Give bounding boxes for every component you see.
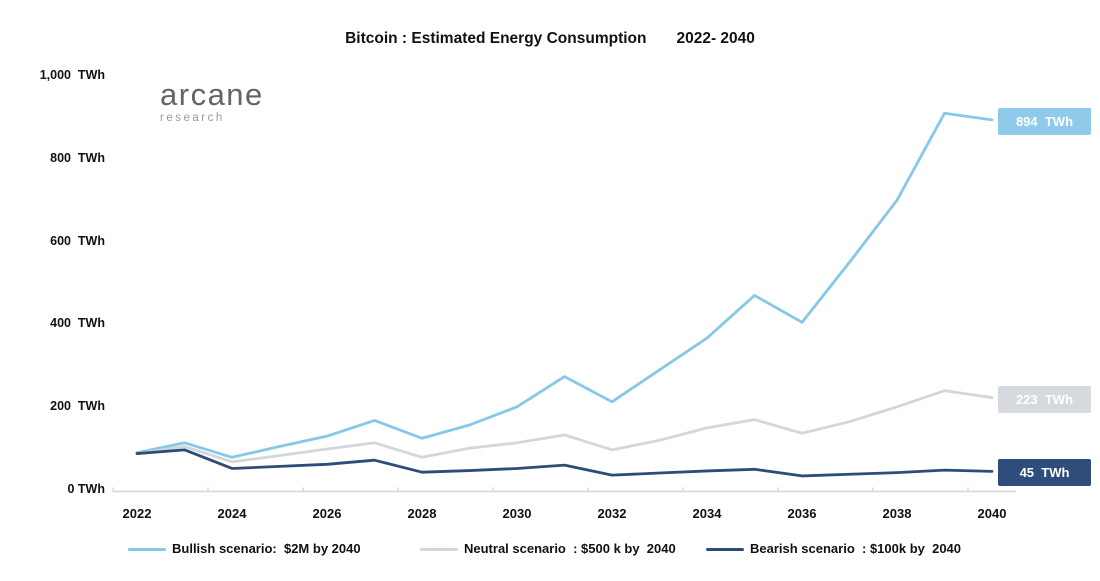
x-tick-label-2022: 2022: [122, 506, 152, 521]
x-tick-label-2026: 2026: [312, 506, 342, 521]
y-tick-label-800: 800 TWh: [50, 150, 105, 165]
y-tick-label-600: 600 TWh: [50, 233, 105, 248]
neutral-end-value-badge: 223 TWh: [998, 385, 1091, 413]
arcane-logo: arcane research: [160, 77, 264, 124]
x-tick-label-2030: 2030: [502, 506, 532, 521]
y-tick-label-200: 200 TWh: [50, 399, 105, 414]
arcane-logo-wordmark: arcane: [160, 77, 264, 112]
bearish-scenario-line: [135, 448, 994, 478]
x-tick-label-2024: 2024: [217, 506, 247, 521]
bullish-scenario-line: [135, 111, 994, 459]
x-axis: 2022 2024 2026 2028 2030 2032 2034 2036 2038 2040: [0, 506, 1100, 526]
chart-title-range: 2022- 2040: [676, 30, 755, 47]
neutral-scenario-line: [135, 389, 994, 464]
y-tick-label-400: 400 TWh: [50, 316, 105, 331]
y-axis: 1,000 TWh 800 TWh 600 TWh 400 TWh 200 TWh 0 T…: [20, 0, 105, 581]
x-tick-label-2034: 2034: [692, 506, 722, 521]
x-tick-label-2038: 2038: [882, 506, 912, 521]
x-tick-label-2040: 2040: [977, 506, 1007, 521]
chart-title: Bitcoin : Estimated Energy Consumption 2…: [0, 30, 1100, 48]
x-tick-label-2028: 2028: [407, 506, 437, 521]
y-tick-label-0: 0 TWh: [67, 482, 106, 496]
bearish-end-value-badge: 45 TWh: [998, 459, 1091, 487]
x-tick-label-2032: 2032: [597, 506, 627, 521]
bullish-end-value-badge: 894 TWh: [998, 107, 1091, 135]
chart-title-main: Bitcoin : Estimated Energy Consumption: [345, 30, 647, 47]
y-tick-label-1000: 1,000 TWh: [39, 68, 105, 82]
x-tick-label-2036: 2036: [787, 506, 817, 521]
arcane-logo-subtitle: research: [160, 112, 225, 124]
